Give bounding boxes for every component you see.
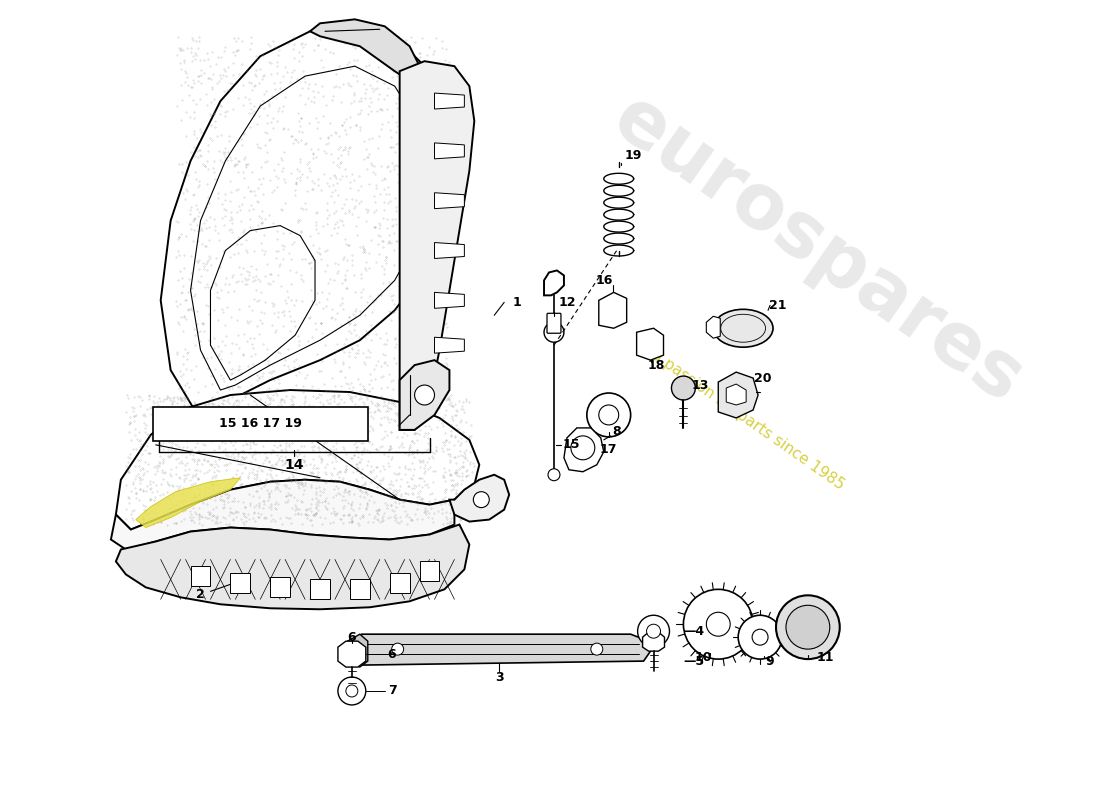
Polygon shape [348, 634, 367, 667]
Polygon shape [338, 641, 366, 667]
Text: 8: 8 [613, 426, 621, 438]
Text: 19: 19 [625, 150, 642, 162]
Polygon shape [598, 292, 627, 328]
Polygon shape [637, 328, 663, 360]
Text: 13: 13 [692, 378, 710, 391]
Text: 15 16 17 19: 15 16 17 19 [219, 418, 301, 430]
Text: 12: 12 [558, 296, 575, 309]
Text: 10: 10 [694, 650, 712, 664]
Polygon shape [190, 566, 210, 586]
Polygon shape [271, 578, 290, 598]
Polygon shape [116, 390, 480, 530]
Text: a passion for parts since 1985: a passion for parts since 1985 [649, 347, 847, 492]
Polygon shape [434, 242, 464, 258]
Polygon shape [230, 574, 251, 594]
Polygon shape [161, 26, 454, 420]
Circle shape [752, 630, 768, 645]
Circle shape [473, 492, 490, 508]
Circle shape [544, 322, 564, 342]
Polygon shape [642, 632, 664, 651]
Text: 21: 21 [769, 299, 786, 312]
Polygon shape [718, 372, 758, 418]
Text: 9: 9 [766, 654, 774, 667]
Polygon shape [564, 428, 604, 472]
Text: 11: 11 [817, 650, 835, 664]
Polygon shape [350, 579, 370, 599]
Circle shape [786, 606, 829, 649]
Text: 15: 15 [562, 438, 580, 451]
Polygon shape [450, 474, 509, 522]
Polygon shape [310, 579, 330, 599]
Polygon shape [116, 525, 470, 610]
Polygon shape [135, 478, 240, 527]
Polygon shape [434, 292, 464, 308]
Polygon shape [399, 61, 474, 430]
Text: 1: 1 [513, 296, 521, 309]
Text: 2: 2 [196, 588, 205, 601]
Text: —4: —4 [683, 625, 704, 638]
Text: 16: 16 [595, 274, 613, 287]
Ellipse shape [713, 310, 773, 347]
Circle shape [345, 685, 358, 697]
Polygon shape [389, 574, 409, 594]
Text: 6: 6 [348, 630, 356, 644]
FancyBboxPatch shape [153, 407, 367, 441]
Polygon shape [399, 360, 450, 430]
Circle shape [647, 624, 660, 638]
Text: 17: 17 [600, 443, 617, 456]
Polygon shape [348, 634, 650, 665]
Text: —5: —5 [683, 654, 704, 667]
Circle shape [392, 643, 404, 655]
Circle shape [738, 615, 782, 659]
Circle shape [706, 612, 730, 636]
Text: 14: 14 [285, 458, 304, 472]
Polygon shape [544, 270, 564, 295]
Polygon shape [706, 316, 721, 338]
Circle shape [638, 615, 670, 647]
Text: 3: 3 [495, 670, 504, 683]
Circle shape [586, 393, 630, 437]
Text: 18: 18 [648, 358, 666, 372]
Circle shape [776, 595, 839, 659]
Circle shape [571, 436, 595, 460]
Circle shape [591, 643, 603, 655]
Polygon shape [310, 19, 419, 81]
Text: 7: 7 [387, 685, 396, 698]
Polygon shape [726, 384, 746, 405]
Polygon shape [111, 480, 454, 550]
FancyBboxPatch shape [547, 314, 561, 334]
Polygon shape [434, 338, 464, 353]
Polygon shape [434, 143, 464, 159]
Circle shape [338, 677, 366, 705]
Circle shape [671, 376, 695, 400]
Circle shape [548, 469, 560, 481]
Polygon shape [434, 193, 464, 209]
Text: 6: 6 [387, 648, 396, 661]
Polygon shape [434, 93, 464, 109]
Polygon shape [419, 562, 440, 582]
Circle shape [415, 385, 434, 405]
Circle shape [598, 405, 618, 425]
Circle shape [683, 590, 754, 659]
Text: eurospares: eurospares [598, 82, 1037, 419]
Text: 20: 20 [755, 371, 772, 385]
